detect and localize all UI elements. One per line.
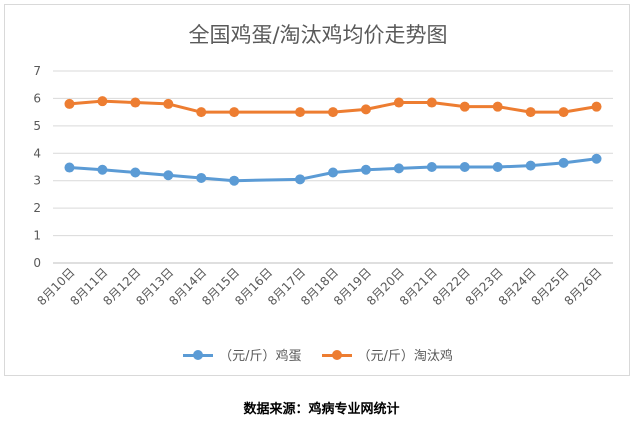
y-tick-label: 3 — [33, 174, 41, 188]
y-tick-label: 5 — [33, 119, 41, 133]
data-point-culled-hens — [328, 107, 338, 118]
y-tick-label: 0 — [33, 256, 41, 270]
y-tick-label: 2 — [33, 201, 41, 215]
data-point-culled-hens — [426, 97, 437, 108]
y-tick-label: 6 — [33, 91, 41, 105]
y-tick-label: 1 — [33, 229, 41, 243]
data-point-eggs — [426, 162, 437, 172]
data-point-eggs — [591, 153, 602, 164]
legend-label-culled-hens: （元/斤）淘汰鸡 — [357, 349, 453, 364]
line-chart: 012345678月10日8月11日8月12日8月13日8月14日8月15日8月… — [33, 64, 613, 308]
data-point-eggs — [97, 164, 108, 175]
legend-label-eggs: （元/斤）鸡蛋 — [219, 349, 302, 364]
data-point-eggs — [130, 167, 141, 178]
y-tick-label: 4 — [33, 146, 41, 160]
data-point-eggs — [492, 162, 503, 172]
data-point-culled-hens — [459, 101, 470, 112]
data-point-culled-hens — [393, 97, 404, 108]
data-point-culled-hens — [525, 107, 536, 118]
data-point-eggs — [229, 175, 240, 186]
data-point-eggs — [459, 162, 470, 172]
legend-swatch-culled-hens — [321, 349, 352, 360]
series-line-culled-hens — [69, 99, 597, 114]
data-point-eggs — [558, 157, 569, 168]
legend-swatch-eggs — [183, 349, 214, 360]
data-point-eggs — [525, 160, 536, 171]
data-point-culled-hens — [229, 107, 240, 118]
data-point-culled-hens — [591, 101, 602, 112]
data-point-culled-hens — [97, 96, 108, 107]
series-line-eggs — [69, 157, 597, 183]
data-point-eggs — [64, 162, 75, 173]
legend-item-eggs: （元/斤）鸡蛋 — [183, 345, 302, 364]
data-point-culled-hens — [163, 98, 174, 109]
data-point-culled-hens — [295, 107, 306, 118]
legend: （元/斤）鸡蛋 （元/斤）淘汰鸡 — [5, 345, 631, 364]
data-point-eggs — [295, 174, 306, 185]
data-point-culled-hens — [130, 97, 141, 108]
data-point-eggs — [328, 167, 338, 178]
data-point-eggs — [196, 172, 207, 183]
data-point-culled-hens — [558, 107, 569, 118]
chart-title: 全国鸡蛋/淘汰鸡均价走势图 — [188, 23, 448, 47]
data-point-culled-hens — [196, 107, 207, 118]
data-point-eggs — [163, 170, 174, 181]
chart-frame: 全国鸡蛋/淘汰鸡均价走势图 0 1 2 3 4 5 6 7 8月10日 8月11日 8月12日 8月1… — [4, 4, 630, 376]
data-point-eggs — [393, 163, 404, 174]
source-note: 数据来源：鸡病专业网统计 — [243, 402, 400, 417]
data-point-culled-hens — [64, 98, 75, 109]
data-point-culled-hens — [492, 101, 503, 112]
data-point-eggs — [360, 164, 371, 175]
y-tick-label: 7 — [33, 64, 41, 78]
data-point-culled-hens — [360, 104, 371, 115]
legend-item-culled-hens: （元/斤）淘汰鸡 — [321, 345, 453, 364]
